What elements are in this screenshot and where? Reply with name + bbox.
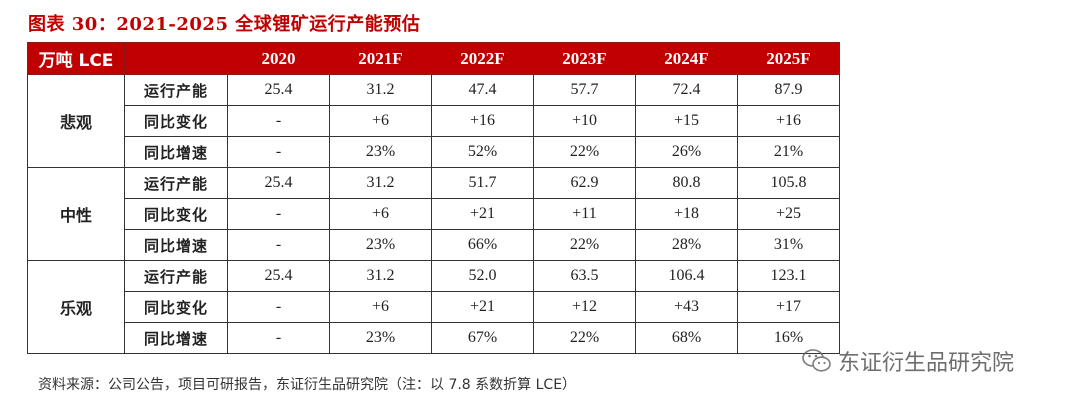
value-cell: 31.2 <box>329 74 432 106</box>
value-cell: 23% <box>329 136 432 168</box>
value-cell: 68% <box>635 322 738 354</box>
value-cell: 31.2 <box>329 167 432 199</box>
value-cell: 26% <box>635 136 738 168</box>
value-cell: +11 <box>533 198 636 230</box>
value-cell: +18 <box>635 198 738 230</box>
value-cell: - <box>227 105 330 137</box>
value-cell: 25.4 <box>227 74 330 106</box>
metric-label: 同比变化 <box>124 198 228 230</box>
year-header: 2025F <box>737 42 840 75</box>
source-note: 资料来源：公司公告，项目可研报告，东证衍生品研究院（注：以 7.8 系数折算 L… <box>38 377 577 393</box>
scenario-label: 悲观 <box>27 74 125 168</box>
value-cell: +10 <box>533 105 636 137</box>
value-cell: 105.8 <box>737 167 840 199</box>
value-cell: 23% <box>329 322 432 354</box>
value-cell: 106.4 <box>635 260 738 292</box>
year-header: 2023F <box>533 42 636 75</box>
value-cell: 52% <box>431 136 534 168</box>
value-cell: 57.7 <box>533 74 636 106</box>
value-cell: 31.2 <box>329 260 432 292</box>
metric-label: 同比增速 <box>124 136 228 168</box>
value-cell: 80.8 <box>635 167 738 199</box>
value-cell: 47.4 <box>431 74 534 106</box>
value-cell: 66% <box>431 229 534 261</box>
value-cell: +16 <box>431 105 534 137</box>
value-cell: - <box>227 322 330 354</box>
year-header: 2024F <box>635 42 738 75</box>
header-row: 万吨 LCE 2020 2021F 2022F 2023F 2024F 2025… <box>27 42 840 75</box>
value-cell: - <box>227 198 330 230</box>
value-cell: 52.0 <box>431 260 534 292</box>
value-cell: - <box>227 291 330 323</box>
table-row: 乐观 运行产能 25.4 31.2 52.0 63.5 106.4 123.1 <box>27 260 840 354</box>
value-cell: 16% <box>737 322 840 354</box>
value-cell: 87.9 <box>737 74 840 106</box>
table-row: 同比变化 - +6 +21 +12 +43 +17 <box>28 291 840 323</box>
value-cell: +6 <box>329 291 432 323</box>
capacity-table: 万吨 LCE 2020 2021F 2022F 2023F 2024F 2025… <box>27 42 840 354</box>
value-cell: - <box>227 136 330 168</box>
table-row: 同比变化 - +6 +21 +11 +18 +25 <box>28 198 840 230</box>
table-row: 同比变化 - +6 +16 +10 +15 +16 <box>28 105 840 137</box>
blank-header <box>124 42 228 75</box>
value-cell: +21 <box>431 291 534 323</box>
year-header: 2022F <box>431 42 534 75</box>
year-header: 2021F <box>329 42 432 75</box>
metric-label: 同比增速 <box>124 229 228 261</box>
table-row: 同比增速 -23% 52% 22% 26% 21% <box>28 136 840 168</box>
value-cell: 123.1 <box>737 260 840 292</box>
table-row: 悲观 运行产能 25.4 31.2 47.4 57.7 72.4 87.9 <box>27 74 840 168</box>
value-cell: 23% <box>329 229 432 261</box>
value-cell: 22% <box>533 322 636 354</box>
value-cell: +21 <box>431 198 534 230</box>
value-cell: +16 <box>737 105 840 137</box>
value-cell: 21% <box>737 136 840 168</box>
value-cell: 31% <box>737 229 840 261</box>
metric-label: 同比变化 <box>124 291 228 323</box>
metric-label: 同比变化 <box>124 105 228 137</box>
value-cell: 51.7 <box>431 167 534 199</box>
value-cell: +15 <box>635 105 738 137</box>
metric-label: 同比增速 <box>124 322 228 354</box>
watermark-text: 东证衍生品研究院 <box>838 351 1015 376</box>
table-row: 同比增速 -23% 66% 22% 28% 31% <box>28 229 840 261</box>
watermark: 东证衍生品研究院 <box>802 345 1014 377</box>
value-cell: 25.4 <box>227 260 330 292</box>
metric-label: 运行产能 <box>124 260 228 292</box>
unit-header: 万吨 LCE <box>27 42 125 75</box>
table-row: 同比增速 -23% 67% 22% 68% 16% <box>28 322 840 354</box>
value-cell: 72.4 <box>635 74 738 106</box>
year-header: 2020 <box>227 42 330 75</box>
value-cell: +6 <box>329 198 432 230</box>
value-cell: 67% <box>431 322 534 354</box>
scenario-label: 乐观 <box>27 260 125 354</box>
value-cell: 62.9 <box>533 167 636 199</box>
scenario-label: 中性 <box>27 167 125 261</box>
value-cell: 63.5 <box>533 260 636 292</box>
value-cell: 22% <box>533 229 636 261</box>
table-row: 中性 运行产能 25.4 31.2 51.7 62.9 80.8 105.8 <box>27 167 840 261</box>
metric-label: 运行产能 <box>124 74 228 106</box>
value-cell: +17 <box>737 291 840 323</box>
value-cell: - <box>227 229 330 261</box>
value-cell: 25.4 <box>227 167 330 199</box>
value-cell: +12 <box>533 291 636 323</box>
wechat-icon <box>802 349 831 372</box>
metric-label: 运行产能 <box>124 167 228 199</box>
value-cell: +6 <box>329 105 432 137</box>
value-cell: +43 <box>635 291 738 323</box>
value-cell: 22% <box>533 136 636 168</box>
value-cell: 28% <box>635 229 738 261</box>
value-cell: +25 <box>737 198 840 230</box>
table-title: 图表 30：2021-2025 全球锂矿运行产能预估 <box>28 14 421 35</box>
